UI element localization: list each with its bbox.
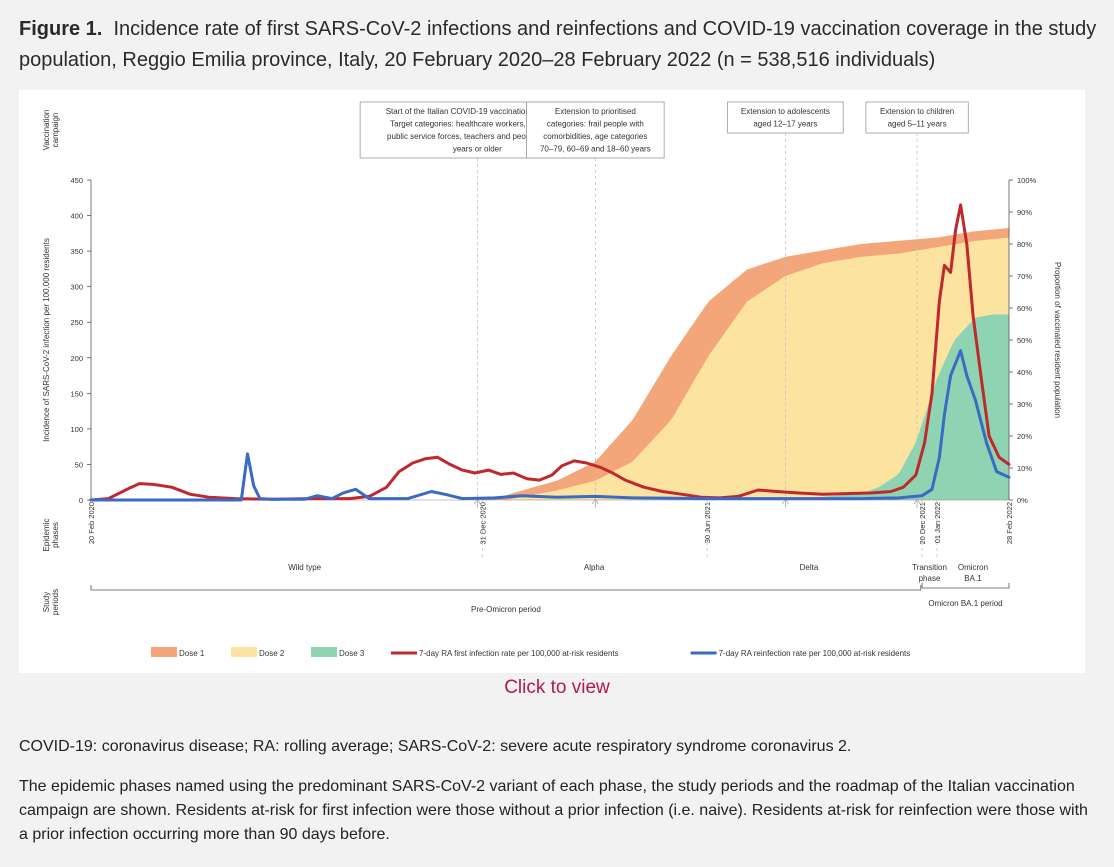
line-reinfection [89, 349, 1011, 502]
figure-caption: Figure 1. Incidence rate of first SARS-C… [19, 14, 1104, 76]
footnote-description: The epidemic phases named using the pred… [19, 778, 1088, 843]
phase-label: Delta [800, 563, 819, 572]
figure-label: Figure 1. [19, 18, 103, 40]
annotation-text: Target categories: healthcare workers, p… [390, 120, 564, 129]
annotation-text: Extension to prioritised [555, 107, 636, 116]
legend-label: 7-day RA first infection rate per 100,00… [419, 649, 619, 658]
figure-title: Incidence rate of first SARS-CoV-2 infec… [19, 18, 1097, 71]
y2-tick-label: 100% [1017, 176, 1037, 185]
row-label-phases-0: Epidemic [42, 519, 51, 552]
y-tick-label: 450 [70, 176, 83, 185]
annotation-text: 70–79, 60–69 and 18–60 years [540, 145, 651, 154]
row-label-periods-0: Study [42, 592, 51, 612]
period-label: Omicron BA.1 period [928, 599, 1002, 608]
y-tick-label: 0 [79, 496, 83, 505]
y2-tick-label: 50% [1017, 336, 1032, 345]
date-label: 20 Feb 2020 [87, 502, 96, 544]
date-label: 28 Feb 2022 [1005, 502, 1014, 544]
y2-tick-label: 80% [1017, 240, 1032, 249]
legend-label: 7-day RA reinfection rate per 100,000 at… [719, 649, 911, 658]
annotation-box [865, 101, 969, 134]
y2-tick-label: 40% [1017, 368, 1032, 377]
y-tick-label: 50 [75, 460, 83, 469]
phase-label: Transition [912, 563, 947, 572]
row-label-periods-1: periods [51, 589, 60, 615]
phase-label-2: BA.1 [964, 574, 982, 583]
annotation-box [727, 101, 844, 134]
date-label: 31 Dec 2020 [478, 502, 487, 545]
annotation-text: categories: frail people with [547, 120, 644, 129]
figure-image[interactable]: Vaccination campaign Epidemic phases Study pe… [19, 90, 1085, 673]
y-axis-title: Incidence of SARS-CoV-2 infection per 10… [42, 238, 51, 442]
row-label-campaign-0: Vaccination [42, 110, 51, 151]
y-tick-label: 150 [70, 389, 83, 398]
y-tick-label: 400 [70, 212, 83, 221]
chart: Vaccination campaign Epidemic phases Study pe… [42, 101, 1062, 658]
y2-axis-title: Proportion of vaccinated resident popula… [1053, 262, 1062, 418]
phase-label: Omicron [958, 563, 988, 572]
date-label: 20 Dec 2021 [918, 502, 927, 545]
date-label: 01 Jan 2022 [933, 502, 942, 543]
legend-label: Dose 1 [179, 649, 205, 658]
annotation-text: aged 12–17 years [753, 120, 817, 129]
legend-label: Dose 3 [339, 649, 365, 658]
y-tick-label: 250 [70, 318, 83, 327]
y2-tick-label: 10% [1017, 464, 1032, 473]
annotation-arrow [913, 498, 921, 508]
y2-tick-label: 0% [1017, 496, 1028, 505]
phase-label-2: phase [919, 574, 941, 583]
y2-tick-label: 90% [1017, 208, 1032, 217]
legend-swatch [231, 647, 257, 657]
phase-label: Wild type [288, 563, 321, 572]
area-dose-2 [478, 237, 1010, 500]
phase-label: Alpha [584, 563, 605, 572]
date-label: 30 Jun 2021 [703, 502, 712, 543]
annotation-text: Extension to children [880, 107, 954, 116]
y-tick-label: 300 [70, 283, 83, 292]
period-bracket [921, 583, 1010, 589]
annotation-text: years or older [453, 145, 502, 154]
annotation-box [526, 101, 665, 159]
row-label-campaign-1: campaign [51, 113, 60, 148]
annotation-text: public service forces, teachers and peop… [387, 132, 568, 141]
y2-tick-label: 20% [1017, 432, 1032, 441]
y2-tick-label: 70% [1017, 272, 1032, 281]
annotation-text: Start of the Italian COVID-19 vaccinatio… [386, 107, 569, 116]
annotation-text: aged 5–11 years [888, 120, 947, 129]
y2-tick-label: 30% [1017, 400, 1032, 409]
period-bracket [90, 585, 922, 591]
y-tick-label: 100 [70, 425, 83, 434]
y2-tick-label: 60% [1017, 304, 1032, 313]
row-label-phases-1: phases [51, 522, 60, 548]
y-tick-label: 350 [70, 247, 83, 256]
annotation-arrow [591, 498, 599, 508]
y-tick-label: 200 [70, 354, 83, 363]
annotation-text: Extension to adolescents [741, 107, 830, 116]
footnote-abbreviations: COVID-19: coronavirus disease; RA: rolli… [19, 738, 852, 755]
period-label: Pre-Omicron period [471, 605, 541, 614]
click-to-view-link[interactable]: Click to view [504, 677, 610, 698]
annotation-text: comorbidities, age categories [543, 132, 647, 141]
legend-label: Dose 2 [259, 649, 285, 658]
legend-swatch [151, 647, 177, 657]
legend-swatch [311, 647, 337, 657]
